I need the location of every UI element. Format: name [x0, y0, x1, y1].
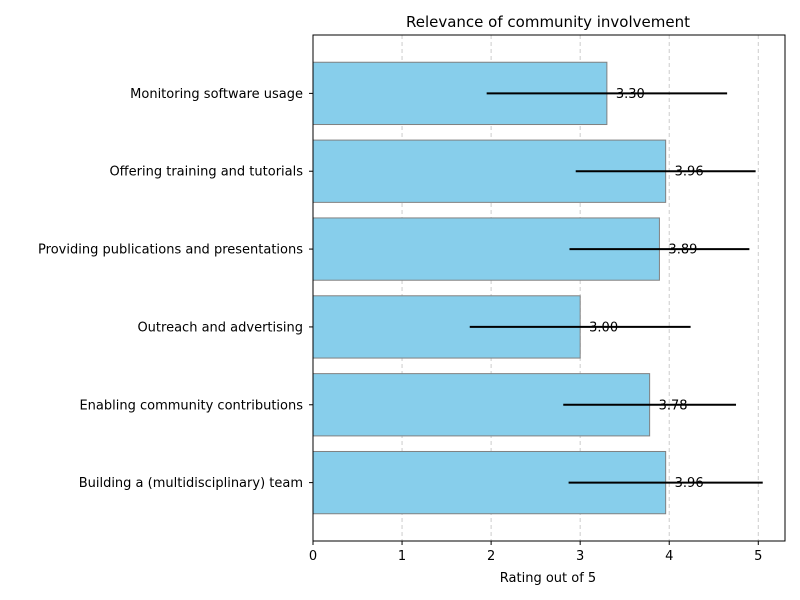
value-label: 3.96	[675, 476, 704, 491]
error-bars	[469, 92, 763, 484]
value-label: 3.00	[589, 320, 618, 335]
y-tick-label: Providing publications and presentations	[38, 243, 303, 258]
y-tick-label: Offering training and tutorials	[109, 165, 303, 180]
chart-title: Relevance of community involvement	[406, 13, 690, 31]
value-labels: 3.30 3.96 3.89 3.00 3.78 3.96	[589, 87, 703, 491]
x-tick-label: 4	[665, 549, 673, 564]
value-label: 3.78	[659, 398, 688, 413]
value-label: 3.96	[675, 165, 704, 180]
value-label: 3.30	[616, 87, 645, 102]
x-axis-label: Rating out of 5	[500, 571, 596, 586]
y-tick-label: Monitoring software usage	[130, 87, 303, 102]
y-tick-label: Building a (multidisciplinary) team	[79, 476, 303, 491]
y-axis-ticks: Monitoring software usage Offering traini…	[38, 87, 313, 491]
x-axis-ticks: 0 1 2 3 4 5	[309, 541, 762, 564]
x-tick-label: 3	[576, 549, 584, 564]
x-tick-label: 1	[398, 549, 406, 564]
y-tick-label: Outreach and advertising	[137, 320, 303, 335]
y-tick-label: Enabling community contributions	[79, 398, 303, 413]
value-label: 3.89	[668, 243, 697, 258]
x-tick-label: 2	[487, 549, 495, 564]
x-tick-label: 0	[309, 549, 317, 564]
x-tick-label: 5	[754, 549, 762, 564]
plot-frame	[312, 34, 786, 542]
bars	[312, 61, 667, 515]
